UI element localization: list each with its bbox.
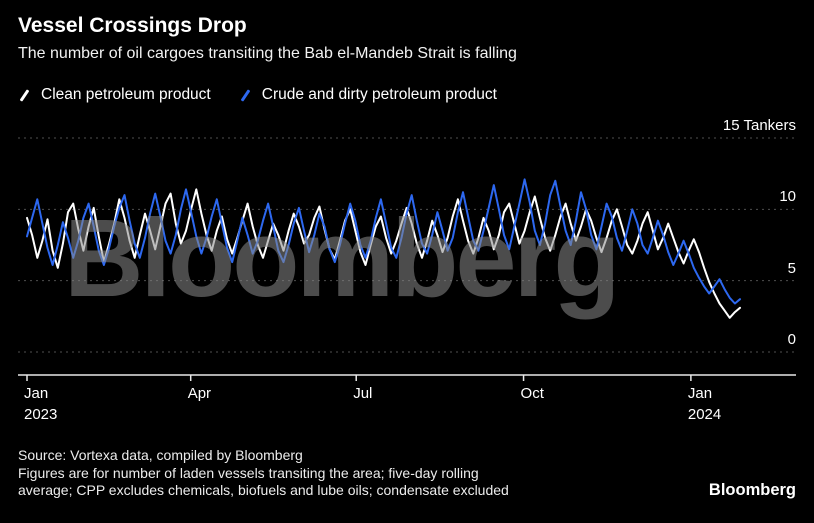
legend: Clean petroleum product Crude and dirty p… [18,86,525,104]
source-text: Source: Vortexa data, compiled by Bloomb… [18,447,303,463]
legend-label: Clean petroleum product [41,86,211,103]
footnote-line-2: average; CPP excludes chemicals, biofuel… [18,482,509,498]
chart-title: Vessel Crossings Drop [18,14,247,37]
chart-subtitle: The number of oil cargoes transiting the… [18,45,517,62]
bloomberg-logo: Bloomberg [708,481,796,499]
legend-item-0: Clean petroleum product [18,86,211,104]
legend-item-1: Crude and dirty petroleum product [239,86,497,104]
footnote-line-1: Figures are for number of laden vessels … [18,464,479,481]
legend-label: Crude and dirty petroleum product [261,86,497,103]
series-line-0 [26,188,741,319]
footer: Source: Vortexa data, compiled by Bloomb… [18,447,509,500]
series-line-1 [26,178,741,305]
